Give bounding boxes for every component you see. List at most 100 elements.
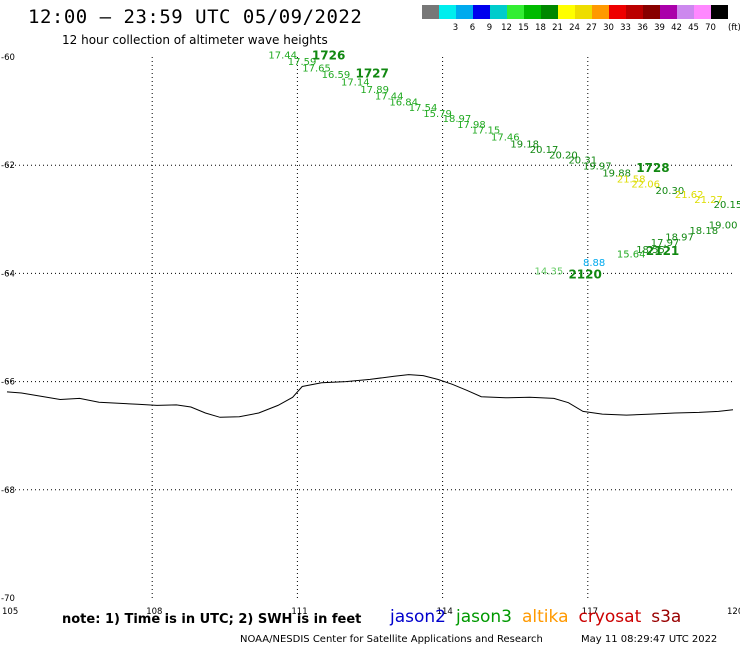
pass-number: 1726 xyxy=(312,49,345,63)
scale-label: 3 xyxy=(452,23,459,33)
lat-tick-label: -68 xyxy=(1,486,15,496)
swh-value: 17.14 xyxy=(341,78,370,89)
swh-labels: 17.4417.5917.6516.5917.1417.8917.4416.84… xyxy=(268,51,740,278)
swh-value: 17.98 xyxy=(457,120,486,131)
satellite-s3a: s3a xyxy=(651,607,682,627)
swh-value: 19.00 xyxy=(709,220,738,231)
swh-value: 21.27 xyxy=(694,195,723,206)
scale-swatch xyxy=(660,5,677,19)
swh-value: 20.31 xyxy=(568,156,597,167)
scale-swatch xyxy=(575,5,592,19)
swh-value: 21.58 xyxy=(617,175,646,186)
coastline xyxy=(6,374,734,418)
scale-swatch xyxy=(422,5,439,19)
lon-tick-label: 108 xyxy=(146,607,162,617)
scale-label: 36 xyxy=(637,23,648,33)
credit-line: NOAA/NESDIS Center for Satellite Applica… xyxy=(240,634,543,645)
scale-label: 24 xyxy=(569,23,580,33)
pass-number: 2120 xyxy=(568,267,601,281)
swh-value: 21.62 xyxy=(675,190,704,201)
scale-label: 45 xyxy=(688,23,699,33)
pass-number: 1728 xyxy=(636,161,669,175)
pass-labels: 1726 1727 1728 2120 2121 xyxy=(312,49,679,282)
swh-value: 22.06 xyxy=(631,179,660,190)
scale-label: 33 xyxy=(620,23,631,33)
pass-number: 1727 xyxy=(355,67,388,81)
scale-swatch xyxy=(541,5,558,19)
page-title: 12:00 — 23:59 UTC 05/09/2022 xyxy=(28,6,363,28)
lon-tick-label: 105 xyxy=(2,607,18,617)
swh-value: 17.44 xyxy=(268,51,297,62)
scale-swatch xyxy=(677,5,694,19)
swh-value: 19.18 xyxy=(510,139,539,150)
swh-value: 18.18 xyxy=(689,226,718,237)
lat-tick-label: -60 xyxy=(1,53,15,63)
scale-swatch xyxy=(507,5,524,19)
scale-swatch xyxy=(694,5,711,19)
scale-swatch xyxy=(456,5,473,19)
swh-value: 17.15 xyxy=(472,125,501,136)
lon-tick-label: 117 xyxy=(582,607,598,617)
pass-number: 2121 xyxy=(646,244,679,258)
swh-value: 16.84 xyxy=(389,98,418,109)
swh-value: 18.97 xyxy=(443,114,472,125)
lon-tick-label: 120 xyxy=(727,607,740,617)
swh-value: 20.20 xyxy=(549,151,578,162)
scale-swatch xyxy=(643,5,660,19)
scale-label: 30 xyxy=(603,23,614,33)
scale-swatch xyxy=(439,5,456,19)
swh-value: 19.88 xyxy=(602,169,631,180)
swh-value: 17.65 xyxy=(302,64,331,75)
color-scale-unit: (ft) xyxy=(728,23,740,33)
satellite-jason2: jason2 xyxy=(390,607,446,627)
lat-tick-label: -64 xyxy=(1,269,15,279)
swh-value: 14.35 xyxy=(535,266,564,277)
scale-swatch xyxy=(711,5,728,19)
satellite-altika: altika xyxy=(522,607,569,627)
scale-label: 15 xyxy=(518,23,529,33)
swh-value: 20.15 xyxy=(714,200,740,211)
generation-timestamp: May 11 08:29:47 UTC 2022 xyxy=(581,634,718,645)
lat-tick-label: -62 xyxy=(1,161,15,171)
swh-value: 18.97 xyxy=(665,232,694,243)
lon-tick-label: 111 xyxy=(291,607,307,617)
scale-swatch xyxy=(609,5,626,19)
swh-value: 20.17 xyxy=(530,145,559,156)
scale-swatch xyxy=(592,5,609,19)
swh-value: 15.79 xyxy=(423,109,452,120)
scale-label: 12 xyxy=(501,23,512,33)
scale-label: 39 xyxy=(654,23,665,33)
scale-label: 21 xyxy=(552,23,563,33)
scale-label: 27 xyxy=(586,23,597,33)
swh-value: 18.55 xyxy=(636,245,665,256)
footnote: note: 1) Time is in UTC; 2) SWH is in fe… xyxy=(62,612,362,627)
scale-swatch xyxy=(524,5,541,19)
swh-value: 19.97 xyxy=(583,162,612,173)
scale-swatch xyxy=(490,5,507,19)
scale-label: 6 xyxy=(469,23,476,33)
swh-value: 20.30 xyxy=(656,186,685,197)
axis-ticks: 105 108 111 114 117 120 -60 -62 -64 -66 -68 -70 xyxy=(1,53,740,617)
swh-value: 17.54 xyxy=(409,103,438,114)
satellite-cryosat: cryosat xyxy=(578,607,642,627)
satellite-jason3: jason3 xyxy=(456,607,512,627)
scale-swatch xyxy=(626,5,643,19)
swh-value: 8.88 xyxy=(583,258,605,269)
lat-tick-label: -66 xyxy=(1,378,15,388)
swh-value: 16.59 xyxy=(322,70,351,81)
lat-tick-label: -70 xyxy=(1,594,15,604)
page-subtitle: 12 hour collection of altimeter wave hei… xyxy=(62,33,328,47)
scale-label: 42 xyxy=(671,23,682,33)
swh-value: 15.64 xyxy=(617,250,646,261)
satellite-legend: jason2 jason3 altika cryosat s3a xyxy=(390,607,691,627)
swh-value: 17.59 xyxy=(288,57,317,68)
coastline-path xyxy=(6,374,734,418)
scale-label: 18 xyxy=(535,23,546,33)
scale-label: 70 xyxy=(705,23,716,33)
lon-tick-label: 114 xyxy=(437,607,453,617)
scale-swatch xyxy=(558,5,575,19)
swh-value: 17.44 xyxy=(375,92,404,103)
scale-swatch xyxy=(473,5,490,19)
swh-value: 17.89 xyxy=(360,85,389,96)
